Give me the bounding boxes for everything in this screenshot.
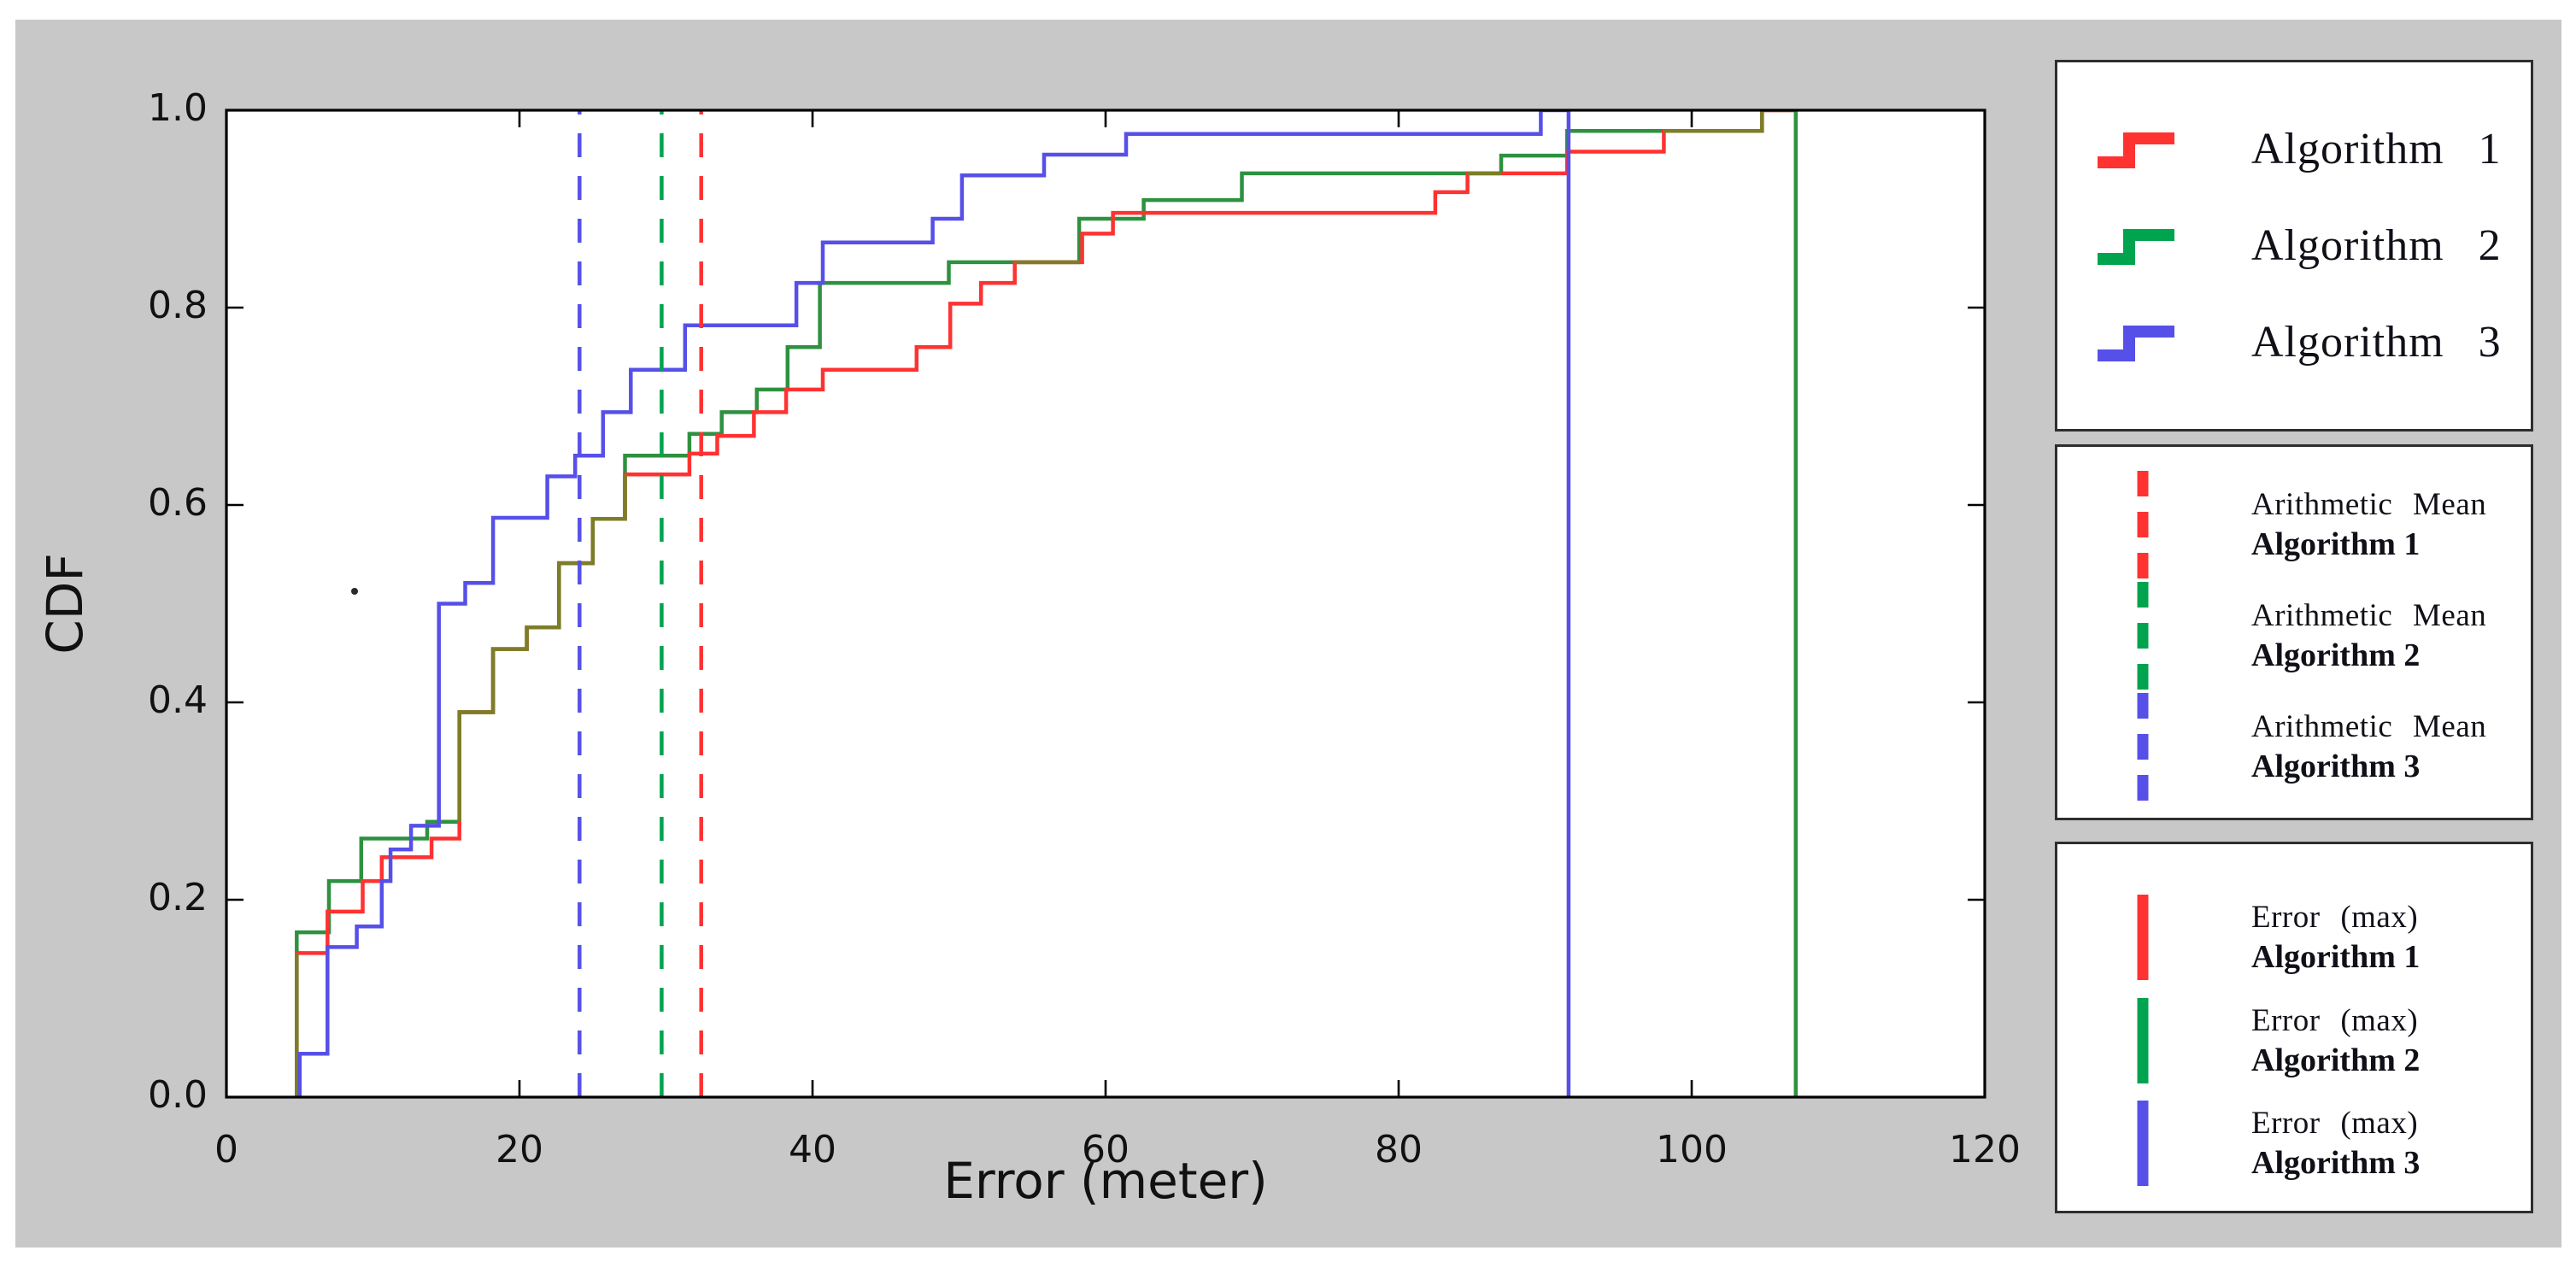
- legend-label: Error (max) Algorithm 1: [2251, 898, 2420, 977]
- legend-means-item: Arithmetic Mean Algorithm 1: [2057, 469, 2531, 580]
- curves-group: [295, 110, 1799, 1097]
- y-tick-label: 0.6: [148, 481, 208, 525]
- legend-label: Algorithm 1: [2251, 125, 2502, 173]
- figure-canvas: 0 20 40 60 80 100 120 0.0 0.2 0.4 0.6 0.8 1.0 Error (…: [15, 20, 2561, 1248]
- legend-label-line2: Algorithm 1: [2251, 526, 2421, 562]
- x-tick-label: 40: [789, 1128, 836, 1171]
- x-tick-label: 80: [1375, 1128, 1423, 1171]
- legend-curves-item: Algorithm 3: [2057, 317, 2531, 367]
- y-tick-label: 0.4: [148, 678, 208, 722]
- legend-label-line2: Algorithm 1: [2251, 938, 2421, 975]
- dashed-vertical-line-icon: [2137, 693, 2149, 801]
- legend-label-line1: Arithmetic Mean: [2251, 709, 2487, 744]
- legend-label-line2: Algorithm 3: [2251, 1145, 2421, 1182]
- legend-max-item: Error (max) Algorithm 2: [2057, 996, 2531, 1085]
- y-tick-label: 0.0: [148, 1073, 208, 1117]
- y-axis-label: CDF: [36, 553, 94, 655]
- dashed-vertical-line-icon: [2137, 582, 2149, 690]
- cdf-plot: 0 20 40 60 80 100 120 0.0 0.2 0.4 0.6 0.8 1.0 Error (…: [36, 86, 2021, 1210]
- red-green-overlap-segment: [1664, 110, 1764, 133]
- solid-vertical-line-icon: [2137, 997, 2149, 1083]
- step-line-icon: [2098, 325, 2174, 361]
- legend-label: Error (max) Algorithm 3: [2251, 1104, 2420, 1183]
- y-tick-label: 0.2: [148, 876, 208, 919]
- legend-max-item: Error (max) Algorithm 1: [2057, 893, 2531, 982]
- solid-vertical-line-icon: [2137, 1101, 2149, 1187]
- legend-label-line2: Algorithm 2: [2251, 637, 2421, 673]
- legend-label-line1: Error (max): [2251, 1106, 2419, 1142]
- legend-label-line1: Arithmetic Mean: [2251, 598, 2487, 633]
- legend-curves-item: Algorithm 2: [2057, 220, 2531, 271]
- y-tick-label: 0.8: [148, 284, 208, 327]
- legend-label-line2: Algorithm 3: [2251, 749, 2421, 784]
- algorithm-3-curve: [297, 110, 1569, 1097]
- legend-label: Arithmetic Mean Algorithm 3: [2251, 707, 2486, 786]
- x-tick-label: 100: [1656, 1128, 1728, 1171]
- step-line-icon: [2098, 228, 2174, 265]
- legend-label: Arithmetic Mean Algorithm 1: [2251, 485, 2486, 564]
- legend-means-item: Arithmetic Mean Algorithm 2: [2057, 580, 2531, 691]
- legend-label: Error (max) Algorithm 2: [2251, 1001, 2420, 1080]
- legend-label: Algorithm 2: [2251, 221, 2502, 270]
- y-tick-label: 1.0: [148, 86, 208, 130]
- legend-label-line2: Algorithm 2: [2251, 1042, 2421, 1078]
- x-tick-label: 20: [496, 1128, 543, 1171]
- x-tick-label: 120: [1949, 1128, 2021, 1171]
- x-tick-label: 60: [1082, 1128, 1130, 1171]
- plot-area: [226, 110, 1985, 1097]
- legend-label-line1: Arithmetic Mean: [2251, 487, 2487, 522]
- legend-arithmetic-means: Arithmetic Mean Algorithm 1 Arithmetic Mea…: [2055, 444, 2533, 820]
- legend-max-item: Error (max) Algorithm 3: [2057, 1099, 2531, 1188]
- x-axis-label: Error (meter): [943, 1152, 1268, 1210]
- legend-label-line1: Error (max): [2251, 899, 2419, 935]
- step-line-icon: [2098, 132, 2174, 168]
- legend-label: Algorithm 3: [2251, 318, 2502, 367]
- legend-label: Arithmetic Mean Algorithm 2: [2251, 596, 2486, 675]
- legend-error-max: Error (max) Algorithm 1 Error (max) Algorit…: [2055, 842, 2533, 1213]
- legend-means-item: Arithmetic Mean Algorithm 3: [2057, 691, 2531, 802]
- algorithm-1-curve: [295, 110, 1796, 1097]
- legend-curves: Algorithm 1 Algorithm 2 Algorithm 3: [2055, 60, 2533, 432]
- legend-curves-item: Algorithm 1: [2057, 124, 2531, 174]
- solid-vertical-line-icon: [2137, 894, 2149, 980]
- stray-dot-artifact: [351, 588, 358, 595]
- red-green-overlap-segment: [457, 474, 627, 822]
- dashed-vertical-line-icon: [2137, 471, 2149, 578]
- x-tick-label: 0: [214, 1128, 238, 1171]
- legend-label-line1: Error (max): [2251, 1002, 2419, 1038]
